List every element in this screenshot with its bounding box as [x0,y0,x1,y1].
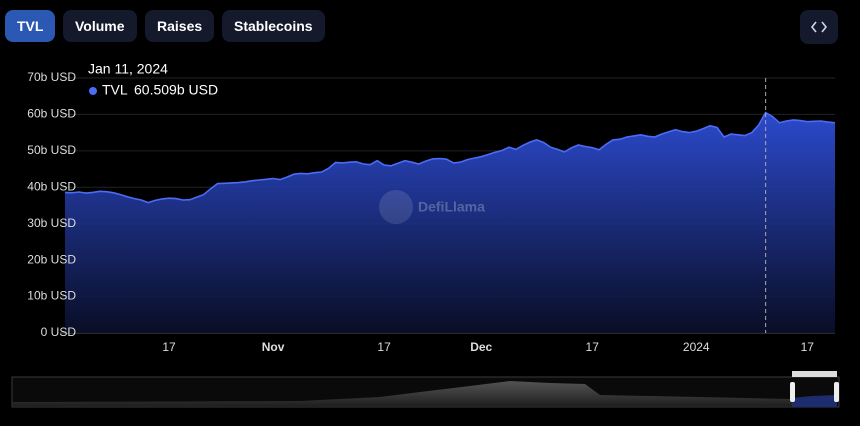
navigator-selection [792,395,837,407]
navigator-area [12,381,792,407]
x-tick-label: Nov [262,340,285,354]
tab[interactable]: Volume [63,10,137,42]
watermark: DefiLlama [418,199,485,215]
y-tick-label: 50b USD [27,143,76,157]
navigator-handle-bar[interactable] [792,371,837,377]
y-tick-label: 20b USD [27,252,76,266]
y-tick-label: 0 USD [41,325,77,339]
tooltip-value: 60.509b USD [134,82,218,98]
watermark-logo [379,190,413,224]
line [64,111,836,204]
navigator-handle[interactable] [790,382,795,402]
x-tick-label: Dec [470,340,492,354]
y-tick-label: 30b USD [27,216,76,230]
area [65,112,835,333]
y-tick-label: 60b USD [27,107,76,121]
embed-button[interactable] [800,10,838,44]
y-tick-label: 40b USD [27,179,76,193]
embed-icon [810,21,828,33]
navigator-handle[interactable] [834,382,839,402]
tooltip-date: Jan 11, 2024 [88,61,168,77]
navigator [11,376,840,408]
y-tick-label: 70b USD [27,70,76,84]
x-tick-label: 17 [801,340,815,354]
plot: 0 USD 10b USD 20b USD 30b USD 40b USD 50b USD… [27,70,836,354]
x-tick-label: 2024 [683,340,710,354]
tooltip-dot [89,87,97,95]
tab[interactable]: Raises [145,10,215,42]
tooltip-series: TVL [102,82,128,98]
x-tick-label: 17 [586,340,600,354]
y-tick-label: 10b USD [27,289,76,303]
tab[interactable]: Stablecoins [222,10,325,42]
tab[interactable]: TVL [5,10,56,42]
code-icon [810,21,828,33]
x-tick-label: 17 [377,340,391,354]
x-tick-label: 17 [162,340,176,354]
